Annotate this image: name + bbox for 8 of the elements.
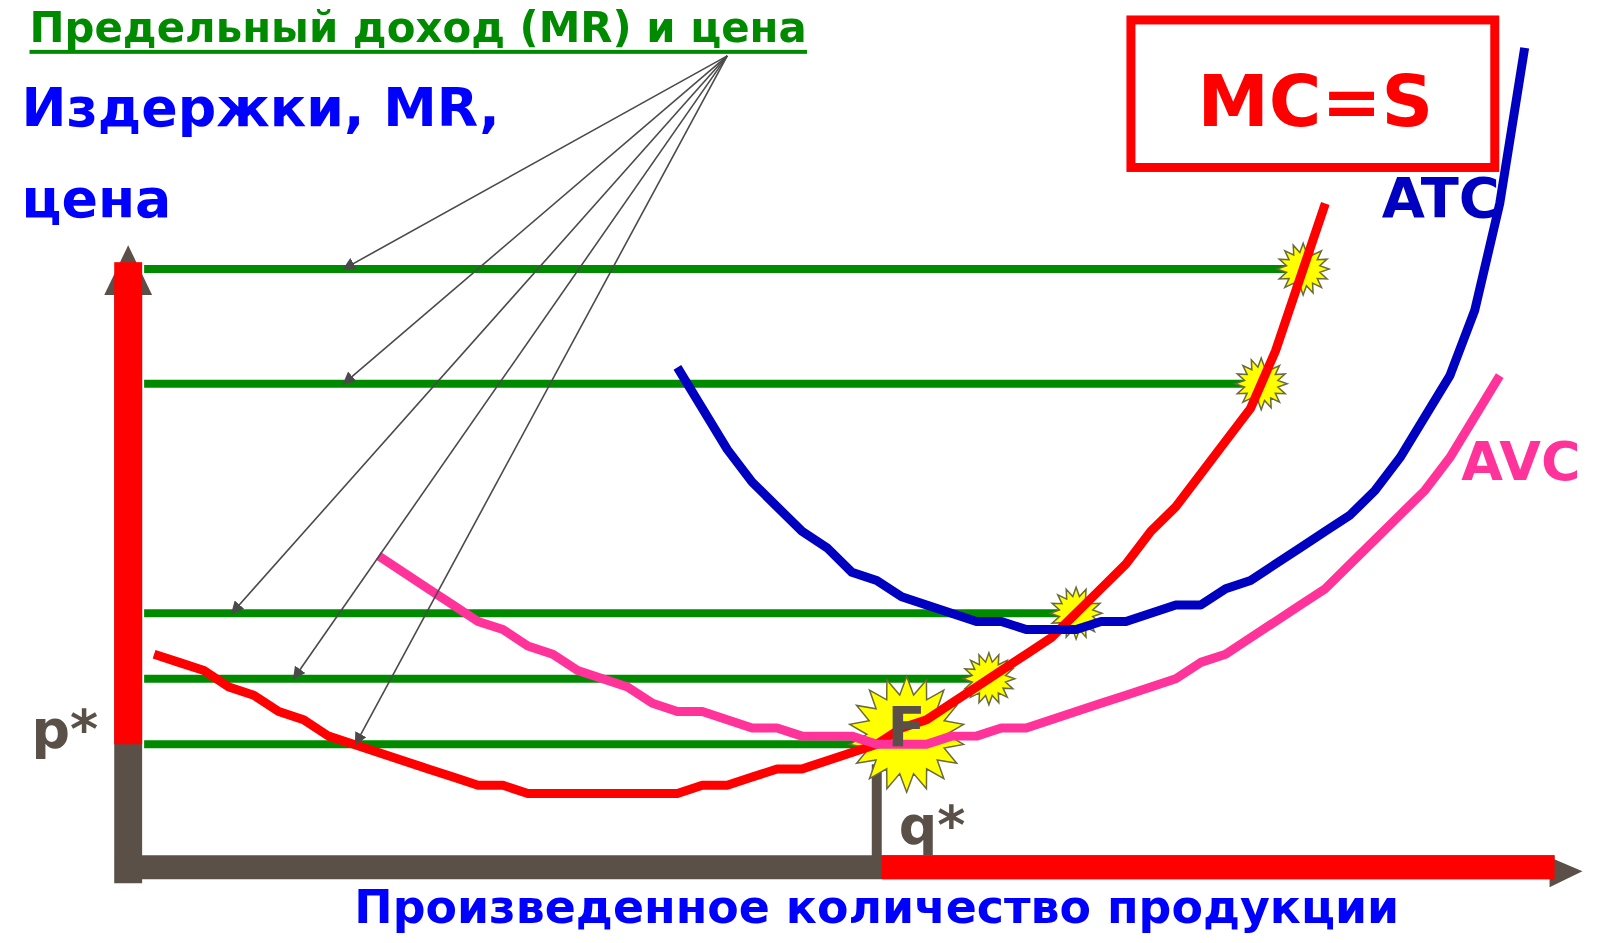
annotation: q* <box>898 793 966 857</box>
text: p* <box>31 698 99 762</box>
x-axis-title: Произведенное количество продукции <box>354 880 1400 935</box>
y-axis-title: Издержки, MR, цена <box>21 75 500 231</box>
series-label: ATC <box>1381 165 1500 231</box>
series-label: MC=S <box>1197 58 1434 143</box>
series-label: AVC <box>1461 430 1581 494</box>
chart-title: Предельный доход (MR) и цена <box>29 2 807 52</box>
